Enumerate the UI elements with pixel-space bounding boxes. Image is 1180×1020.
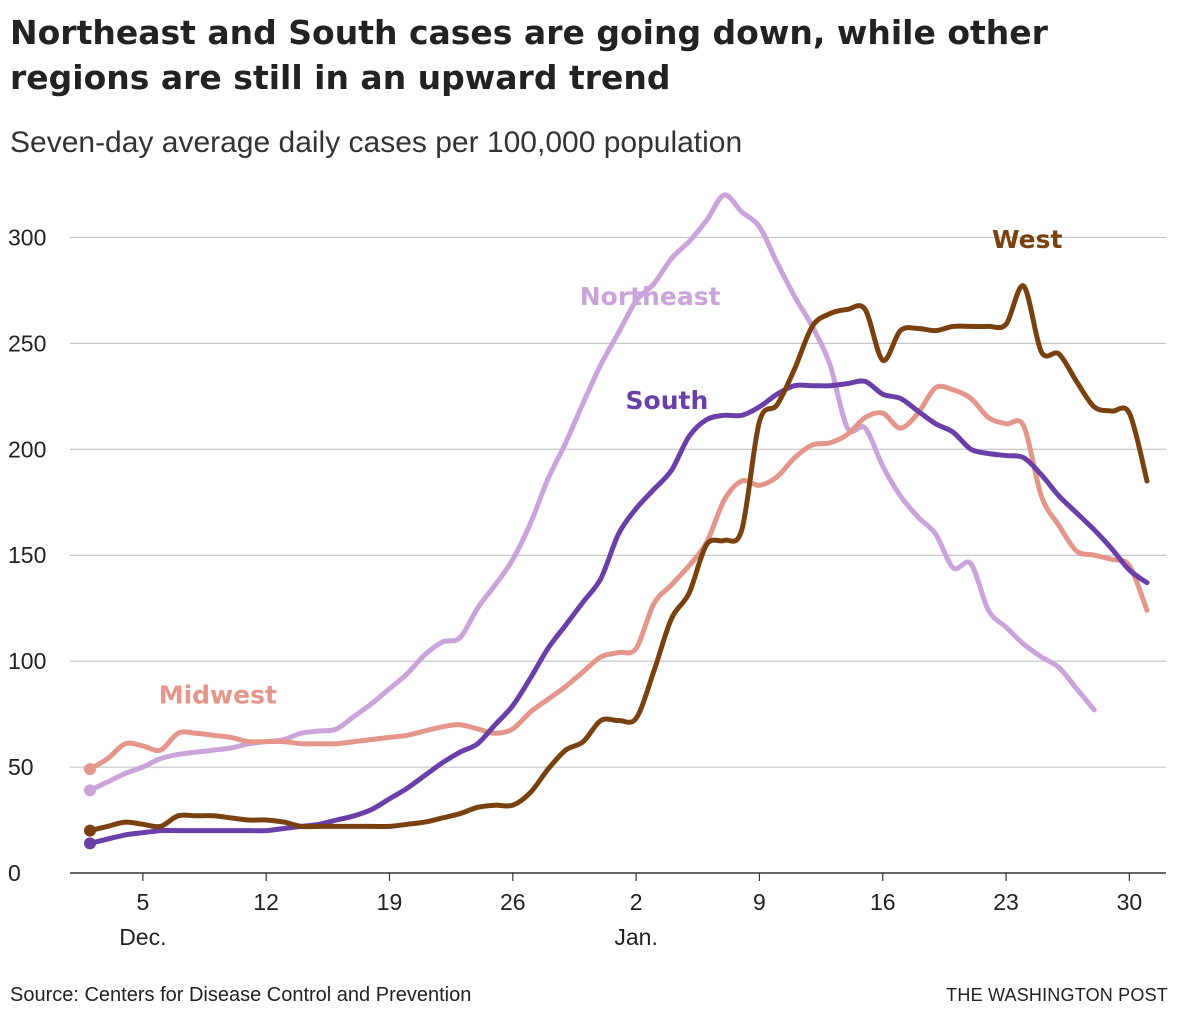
- series-label-south: South: [626, 386, 709, 415]
- series-label-northeast: Northeast: [580, 282, 721, 311]
- series-start-dot-south: [84, 837, 96, 850]
- series-start-dot-midwest: [84, 763, 96, 776]
- x-tick-label-26: 26: [500, 889, 526, 915]
- x-month-label-dec: Dec.: [119, 924, 166, 950]
- x-tick-label-2: 2: [630, 889, 643, 915]
- y-tick-label-100: 100: [8, 648, 46, 674]
- x-month-label-jan: Jan.: [614, 924, 657, 950]
- series-label-midwest: Midwest: [159, 681, 277, 710]
- x-axis: 5 Dec. 12 19 26 2 Jan. 9 16 23 30: [119, 873, 1142, 950]
- series-line-south: [87, 378, 1150, 846]
- chart-title: Northeast and South cases are going down…: [10, 13, 1048, 97]
- series-start-dot-northeast: [84, 784, 96, 797]
- series-labels: Northeast Midwest South West: [159, 225, 1063, 710]
- y-tick-label-50: 50: [8, 754, 34, 780]
- series-line-midwest: [87, 383, 1150, 772]
- source-note: Source: Centers for Disease Control and …: [10, 984, 472, 1006]
- y-tick-label-200: 200: [8, 436, 46, 462]
- gridlines: [70, 236, 1166, 874]
- x-tick-label-23: 23: [993, 889, 1019, 915]
- x-tick-label-19: 19: [377, 889, 403, 915]
- series-start-dot-west: [84, 824, 96, 837]
- publisher-credit: THE WASHINGTON POST: [946, 985, 1168, 1005]
- x-tick-label-30: 30: [1117, 889, 1143, 915]
- y-tick-label-0: 0: [8, 860, 21, 886]
- x-tick-label-5: 5: [136, 889, 149, 915]
- x-tick-label-12: 12: [253, 889, 279, 915]
- series-lines: [84, 192, 1150, 850]
- y-tick-label-300: 300: [8, 224, 46, 250]
- y-tick-label-250: 250: [8, 330, 46, 356]
- y-tick-label-150: 150: [8, 542, 46, 568]
- series-label-west: West: [992, 225, 1063, 254]
- series-line-west: [87, 283, 1150, 834]
- x-tick-label-16: 16: [870, 889, 896, 915]
- y-axis: 0 50 100 150 200 250 300: [8, 224, 46, 886]
- chart-subtitle: Seven-day average daily cases per 100,00…: [10, 126, 743, 159]
- line-chart: 0 50 100 150 200 250 300 5 Dec. 12 19 26 2 Jan. 9 16 23…: [8, 192, 1166, 950]
- x-tick-label-9: 9: [753, 889, 766, 915]
